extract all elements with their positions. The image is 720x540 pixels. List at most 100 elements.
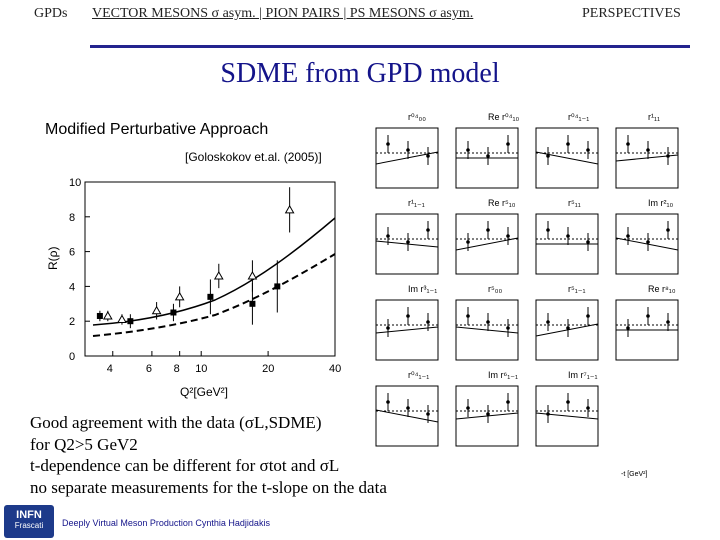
panel-point (626, 326, 630, 330)
x-tick-label: 8 (174, 363, 180, 375)
sdme-label: Im r⁶₁₋₁ (488, 370, 518, 380)
panel-frame (535, 299, 599, 361)
model-line (535, 412, 599, 420)
panel-frame (375, 127, 439, 189)
panel-point (406, 406, 410, 410)
data-point-triangle (284, 204, 295, 214)
data-point-triangle (117, 314, 127, 323)
header-rule (90, 45, 690, 48)
data-point-triangle (174, 291, 185, 301)
panel-point (406, 240, 410, 244)
sdme-label: r⁰⁴₁₋₁ (568, 112, 589, 122)
y-tick-label: 4 (69, 281, 75, 293)
sdme-label: r⁵₁₋₁ (568, 284, 586, 294)
panel-frame (455, 299, 519, 361)
panel-point (586, 406, 590, 410)
x-tick-label: 6 (146, 363, 152, 375)
panel-point (386, 142, 390, 146)
data-point-triangle (102, 310, 113, 320)
panel-point (666, 154, 670, 158)
panel-point (626, 142, 630, 146)
slide-title: SDME from GPD model (220, 58, 500, 89)
y-tick-label: 10 (69, 177, 81, 189)
panel-frame (535, 127, 599, 189)
panel-point (426, 412, 430, 416)
sdme-panel: Re r⁵₁₀ (455, 198, 519, 275)
sdme-panel: r⁵₁₁ (535, 198, 599, 275)
data-point-square (170, 309, 177, 316)
bullet-4: no separate measurements for the t-slope… (30, 477, 387, 497)
y-tick-label: 6 (69, 247, 75, 259)
panel-point (426, 320, 430, 324)
x-tick-label: 20 (262, 363, 274, 375)
x-tick-label: 4 (107, 363, 113, 375)
y-axis-label: R(ρ) (46, 247, 60, 270)
panel-frame (455, 385, 519, 447)
bullet-list: Good agreement with the data (σL,SDME) f… (30, 412, 387, 498)
panel-point (566, 142, 570, 146)
sdme-label: Re r⁸₁₀ (648, 284, 676, 294)
panel-point (406, 314, 410, 318)
panel-point (646, 240, 650, 244)
panel-point (466, 314, 470, 318)
panel-point (486, 154, 490, 158)
subtitle: Modified Perturbative Approach (45, 121, 269, 138)
bullet-3: t-dependence can be different for σtot a… (30, 456, 340, 475)
sdme-panel: r¹₁₁ (615, 112, 679, 189)
panel-point (466, 406, 470, 410)
logo-line1: INFN (16, 509, 42, 521)
data-point-square (249, 300, 256, 307)
panel-point (386, 234, 390, 238)
sdme-panel: r⁵₀₀ (455, 284, 519, 361)
sdme-plot-grid: r⁰⁴₀₀ Re r⁰⁴₁₀ r⁰⁴₁₋₁ r¹₁₁ r¹₁₋₁ Re r⁵₁₀ r⁵₁₁ I… (375, 112, 679, 478)
y-tick-label: 2 (69, 316, 75, 328)
panel-point (426, 154, 430, 158)
model-curve-solid (92, 217, 336, 326)
panel-frame (615, 213, 679, 275)
panel-frame (375, 213, 439, 275)
panel-point (506, 400, 510, 404)
sdme-panel: Re r⁸₁₀ (615, 284, 679, 361)
panel-point (546, 228, 550, 232)
panel-point (586, 240, 590, 244)
panel-frame (455, 213, 519, 275)
data-point-square (274, 283, 281, 290)
r-rho-chart: 4 6 8 10 20 40 0 2 4 6 8 10 R(ρ) Q²[GeV²] (46, 177, 341, 399)
panel-frame (615, 127, 679, 189)
panel-point (646, 314, 650, 318)
sdme-label: r⁵₀₀ (488, 284, 502, 294)
data-point-triangle (151, 305, 162, 315)
sdme-panel: r⁰⁴₁₋₁ (375, 370, 439, 447)
model-line (535, 323, 599, 337)
nav-main-sections[interactable]: VECTOR MESONS σ asym. | PION PAIRS | PS … (92, 6, 474, 21)
model-line (535, 151, 599, 165)
panel-point (486, 412, 490, 416)
panel-point (486, 228, 490, 232)
grid-axis-note: -t [GeV²] (621, 471, 648, 478)
x-axis-label: Q²[GeV²] (180, 385, 228, 399)
nav-gpds[interactable]: GPDs (34, 6, 68, 21)
panel-point (546, 412, 550, 416)
sdme-panel: r⁰⁴₁₋₁ (535, 112, 599, 189)
model-line (375, 326, 439, 334)
y-tick-label: 8 (69, 212, 75, 224)
panel-point (506, 326, 510, 330)
nav-perspectives[interactable]: PERSPECTIVES (582, 6, 681, 21)
model-line (455, 412, 519, 420)
panel-frame (375, 385, 439, 447)
data-point-square (96, 312, 103, 319)
data-point-triangle (247, 270, 258, 280)
panel-point (586, 314, 590, 318)
footer-text: Deeply Virtual Meson Production Cynthia … (62, 518, 270, 528)
logo-line2: Frascati (14, 521, 44, 530)
sdme-panel: r¹₁₋₁ (375, 198, 439, 275)
sdme-label: r⁰⁴₁₋₁ (408, 370, 429, 380)
panel-point (506, 234, 510, 238)
panel-point (386, 326, 390, 330)
panel-point (426, 228, 430, 232)
sdme-label: Re r⁵₁₀ (488, 198, 516, 208)
sdme-panel: Im r⁷₁₋₁ (535, 370, 599, 447)
panel-point (546, 320, 550, 324)
sdme-label: Im r⁷₁₋₁ (568, 370, 598, 380)
panel-point (566, 326, 570, 330)
